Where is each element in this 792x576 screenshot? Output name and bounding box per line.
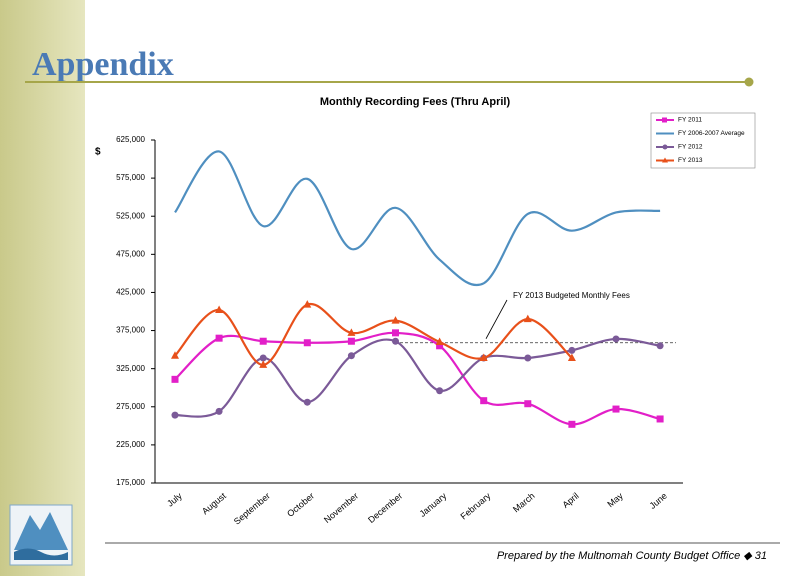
point [568, 420, 576, 428]
point [259, 360, 268, 368]
point [215, 334, 223, 342]
series-line [174, 303, 573, 366]
legend-label: FY 2011 [678, 117, 702, 124]
point [436, 387, 444, 395]
point [392, 337, 399, 345]
point [303, 300, 312, 308]
legend-marker [662, 117, 667, 123]
y-tick-label: 175,000 [116, 478, 145, 487]
slide-title: Appendix [32, 46, 174, 83]
legend-marker [662, 144, 668, 150]
x-tick-label: March [511, 491, 537, 515]
y-tick-label: 275,000 [116, 402, 145, 411]
point [347, 328, 356, 336]
point [479, 353, 488, 361]
point [171, 411, 179, 419]
title-rule-dot [744, 77, 754, 87]
x-tick-label: August [200, 490, 228, 516]
logo [9, 504, 73, 566]
y-tick-label: 525,000 [116, 211, 145, 220]
point [171, 351, 179, 359]
point [347, 337, 355, 345]
x-tick-label: July [165, 490, 184, 508]
point [612, 405, 620, 413]
x-tick-label: June [648, 491, 669, 511]
y-tick-label: 375,000 [116, 326, 145, 335]
y-tick-label: 425,000 [116, 288, 145, 297]
y-axis-label: $ [95, 147, 101, 158]
point [347, 352, 355, 360]
x-tick-label: February [458, 490, 492, 521]
y-tick-label: 575,000 [116, 173, 145, 182]
legend-label: FY 2013 [678, 157, 703, 164]
sidebar [0, 0, 85, 576]
legend-label: FY 2012 [678, 144, 703, 151]
chart-title: Monthly Recording Fees (Thru April) [320, 96, 511, 108]
x-tick-label: January [417, 490, 448, 519]
point [524, 354, 532, 362]
reference-label: FY 2013 Budgeted Monthly Fees [513, 291, 630, 300]
y-tick-label: 225,000 [116, 440, 145, 449]
point [259, 354, 267, 362]
point [568, 346, 576, 354]
y-tick-label: 325,000 [116, 364, 145, 373]
x-tick-label: October [285, 491, 316, 519]
point [436, 342, 444, 350]
point [612, 335, 620, 343]
point [656, 342, 664, 350]
x-tick-label: September [232, 491, 272, 527]
point [656, 415, 664, 423]
point [303, 398, 311, 406]
point [392, 329, 399, 337]
y-tick-label: 625,000 [116, 135, 145, 144]
legend-marker [662, 157, 668, 163]
point [435, 337, 444, 345]
point [524, 400, 532, 408]
point [215, 407, 223, 415]
series-line [174, 150, 661, 287]
point [259, 337, 267, 345]
point [523, 314, 532, 323]
point [303, 339, 311, 347]
point [171, 375, 179, 383]
reference-pointer [485, 299, 508, 339]
x-tick-label: November [322, 491, 360, 525]
x-tick-label: May [605, 490, 625, 509]
legend-box [650, 112, 756, 169]
point [391, 316, 400, 324]
legend: FY 2011 FY 2006-2007 Average FY 2012 FY 201… [650, 112, 756, 169]
point [480, 397, 488, 405]
point [215, 305, 224, 313]
y-tick-label: 475,000 [116, 249, 145, 258]
legend-label: FY 2006-2007 Average [678, 130, 745, 137]
footer-text: Prepared by the Multnomah County Budget … [497, 550, 767, 562]
point [567, 353, 576, 361]
x-tick-label: April [560, 491, 580, 510]
x-tick-label: December [366, 491, 404, 525]
